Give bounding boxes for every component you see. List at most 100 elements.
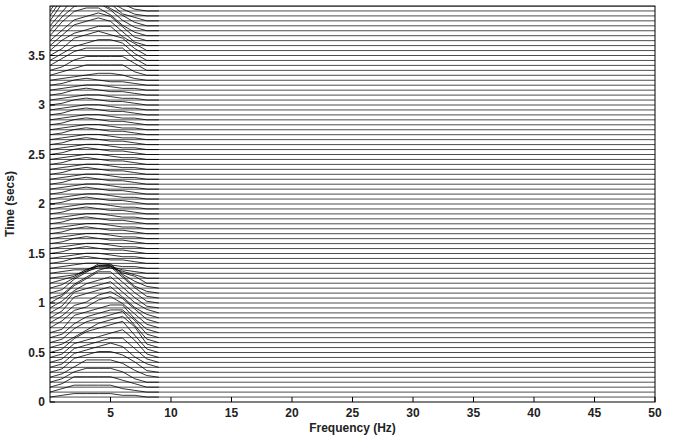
- trace-baseline: [50, 179, 655, 180]
- trace-baseline: [50, 15, 655, 16]
- x-tick-label: 25: [346, 406, 360, 420]
- trace-baseline: [50, 95, 655, 96]
- y-tick-label: 1.5: [28, 247, 45, 261]
- y-tick-label: 1: [38, 296, 45, 310]
- x-tick: [413, 397, 414, 402]
- trace-baseline: [50, 322, 655, 323]
- x-tick-label: 45: [588, 406, 602, 420]
- trace-baseline: [50, 293, 655, 294]
- y-tick: [50, 402, 55, 403]
- wiggle: [50, 40, 159, 61]
- y-axis-title: Time (secs): [3, 171, 17, 237]
- trace-baseline: [50, 243, 655, 244]
- wiggle: [50, 394, 159, 397]
- x-tick-label: 40: [527, 406, 541, 420]
- trace-baseline: [50, 317, 655, 318]
- trace-baseline: [50, 80, 655, 81]
- trace-baseline: [50, 357, 655, 358]
- wiggle: [50, 6, 159, 21]
- y-tick-label: 0.5: [28, 346, 45, 360]
- trace-baseline: [50, 248, 655, 249]
- trace-baseline: [50, 204, 655, 205]
- trace-baseline: [50, 169, 655, 170]
- trace-baseline: [50, 278, 655, 279]
- wiggle: [50, 204, 159, 209]
- trace-baseline: [50, 105, 655, 106]
- trace-baseline: [50, 75, 655, 76]
- wiggle: [50, 6, 159, 11]
- wiggle: [50, 243, 159, 248]
- y-tick-label: 3.5: [28, 49, 45, 63]
- trace-baseline: [50, 258, 655, 259]
- wiggle: [50, 95, 159, 100]
- trace-baseline: [50, 223, 655, 224]
- trace-baseline: [50, 332, 655, 333]
- x-tick-label: 5: [107, 406, 114, 420]
- wiggle: [50, 253, 159, 258]
- wiggle: [50, 164, 159, 169]
- x-tick: [292, 397, 293, 402]
- chart: 510152025303540455000.511.522.533.5Frequ…: [0, 0, 676, 439]
- wiggle: [50, 194, 159, 199]
- x-tick: [534, 397, 535, 402]
- trace-baseline: [50, 298, 655, 299]
- trace-baseline: [50, 154, 655, 155]
- y-tick-label: 2: [38, 197, 45, 211]
- trace-baseline: [50, 337, 655, 338]
- trace-baseline: [50, 35, 655, 36]
- trace-baseline: [50, 85, 655, 86]
- x-tick-label: 15: [225, 406, 239, 420]
- wiggle: [50, 134, 159, 139]
- wiggle: [50, 224, 159, 229]
- trace-baseline: [50, 129, 655, 130]
- wiggle: [50, 85, 159, 90]
- wiggle: [50, 214, 159, 219]
- trace-baseline: [50, 273, 655, 274]
- wiggle: [50, 105, 159, 110]
- trace-baseline: [50, 109, 655, 110]
- y-tick-label: 2.5: [28, 148, 45, 162]
- trace-baseline: [50, 233, 655, 234]
- y-tick: [50, 55, 55, 56]
- trace-baseline: [50, 352, 655, 353]
- trace-baseline: [50, 268, 655, 269]
- trace-baseline: [50, 114, 655, 115]
- trace-baseline: [50, 159, 655, 160]
- trace-baseline: [50, 199, 655, 200]
- wiggle: [50, 264, 159, 288]
- trace-baseline: [50, 238, 655, 239]
- x-tick-label: 10: [164, 406, 178, 420]
- trace-baseline: [50, 194, 655, 195]
- x-tick: [231, 397, 232, 402]
- trace-baseline: [50, 288, 655, 289]
- trace-baseline: [50, 174, 655, 175]
- trace-baseline: [50, 213, 655, 214]
- x-tick: [473, 397, 474, 402]
- wiggle: [50, 6, 159, 31]
- wiggle: [50, 174, 159, 179]
- trace-baseline: [50, 184, 655, 185]
- wiggle: [50, 13, 159, 41]
- trace-baseline: [50, 65, 655, 66]
- trace-baseline: [50, 303, 655, 304]
- trace-baseline: [50, 70, 655, 71]
- trace-baseline: [50, 362, 655, 363]
- trace-baseline: [50, 149, 655, 150]
- x-tick-label: 20: [285, 406, 299, 420]
- trace-baseline: [50, 367, 655, 368]
- x-axis-title: Frequency (Hz): [309, 421, 396, 435]
- trace-baseline: [50, 50, 655, 51]
- trace-baseline: [50, 392, 655, 393]
- x-tick: [655, 397, 656, 402]
- x-tick: [110, 397, 111, 402]
- wiggle: [50, 184, 159, 189]
- trace-baseline: [50, 228, 655, 229]
- trace-baseline: [50, 312, 655, 313]
- y-tick: [50, 204, 55, 205]
- y-tick: [50, 154, 55, 155]
- y-tick-label: 0: [38, 395, 45, 409]
- trace-baseline: [50, 164, 655, 165]
- trace-baseline: [50, 218, 655, 219]
- x-tick: [171, 397, 172, 402]
- y-tick: [50, 352, 55, 353]
